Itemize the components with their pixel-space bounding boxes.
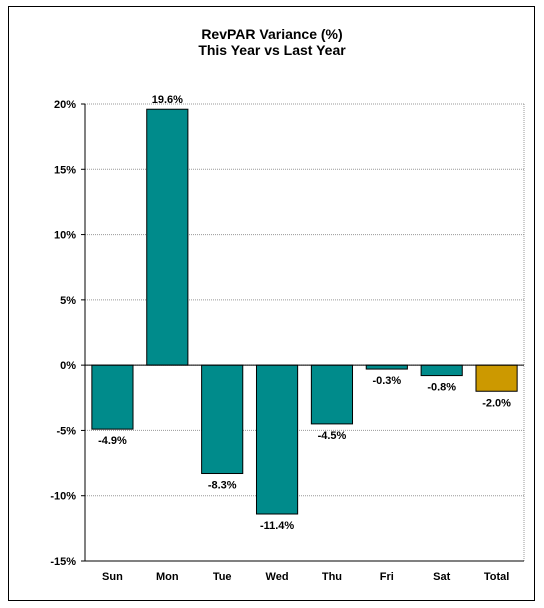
data-label: -2.0% — [482, 397, 511, 409]
y-tick-label: 10% — [54, 230, 76, 242]
data-label: -4.9% — [98, 435, 127, 447]
bar — [91, 364, 134, 430]
bar — [146, 108, 189, 366]
data-label: -0.3% — [372, 375, 401, 387]
data-label: -4.5% — [318, 430, 347, 442]
data-label: -11.4% — [260, 520, 294, 532]
x-tick-label: Sat — [433, 571, 450, 583]
data-label: 19.6% — [152, 94, 183, 106]
x-tick-label: Total — [484, 571, 509, 583]
bar — [310, 364, 354, 425]
y-tick-label: -5% — [56, 425, 76, 437]
data-label: -8.3% — [208, 480, 237, 492]
x-tick-label: Thu — [322, 571, 342, 583]
bar — [255, 364, 299, 515]
y-tick-label: -10% — [50, 491, 76, 503]
x-tick-label: Sun — [102, 571, 123, 583]
y-tick-label: -15% — [50, 556, 76, 568]
chart-subtitle: This Year vs Last Year — [198, 42, 346, 58]
y-tick-label: 5% — [60, 295, 76, 307]
bar — [365, 364, 408, 370]
data-label: -0.8% — [427, 382, 456, 394]
x-tick-label: Wed — [266, 571, 289, 583]
x-tick-label: Mon — [156, 571, 179, 583]
y-tick-label: 15% — [54, 164, 76, 176]
bar — [420, 364, 463, 377]
y-tick-label: 20% — [54, 99, 76, 111]
x-tick-label: Tue — [213, 571, 232, 583]
chart-title: RevPAR Variance (%) — [201, 26, 343, 42]
y-tick-label: 0% — [60, 360, 76, 372]
bar — [475, 364, 518, 392]
bar — [201, 364, 244, 475]
x-tick-label: Fri — [380, 571, 394, 583]
